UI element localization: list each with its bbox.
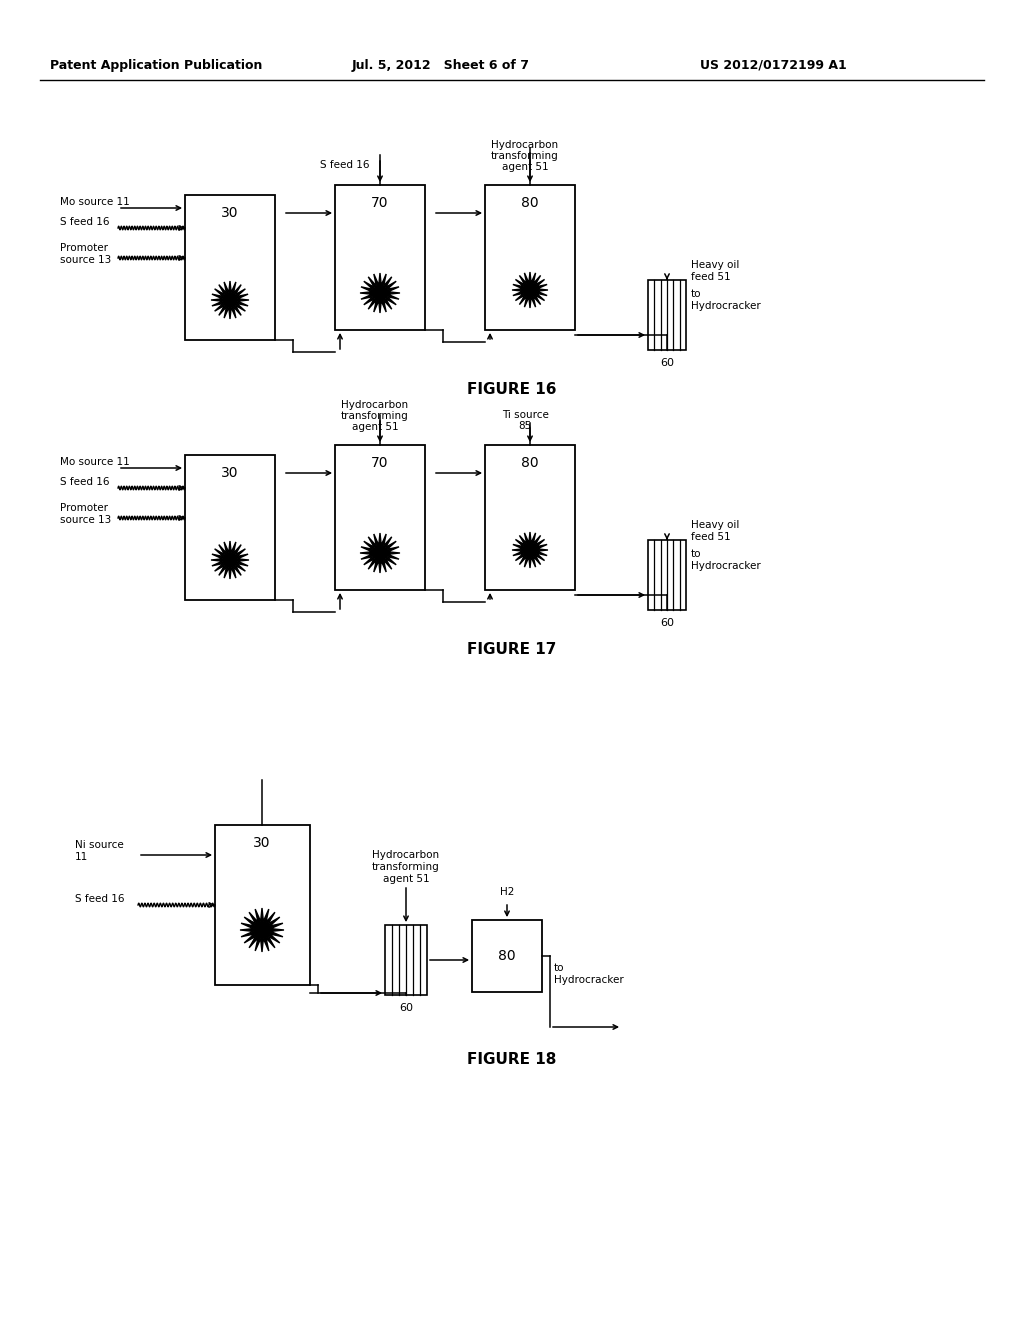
Polygon shape xyxy=(240,908,284,952)
Text: Jul. 5, 2012   Sheet 6 of 7: Jul. 5, 2012 Sheet 6 of 7 xyxy=(352,58,530,71)
Bar xyxy=(335,445,425,590)
Text: Patent Application Publication: Patent Application Publication xyxy=(50,58,262,71)
Text: 60: 60 xyxy=(660,618,674,628)
Polygon shape xyxy=(211,541,249,579)
Bar xyxy=(485,185,575,330)
Text: S feed 16: S feed 16 xyxy=(75,894,125,904)
Polygon shape xyxy=(512,532,548,568)
Text: Hydrocarbon: Hydrocarbon xyxy=(373,850,439,861)
Text: feed 51: feed 51 xyxy=(691,532,731,543)
Text: source 13: source 13 xyxy=(60,515,112,525)
Text: H2: H2 xyxy=(500,887,514,898)
Text: agent 51: agent 51 xyxy=(502,162,548,172)
Text: 80: 80 xyxy=(521,455,539,470)
Text: 60: 60 xyxy=(660,358,674,368)
Text: Heavy oil: Heavy oil xyxy=(691,260,739,271)
Text: 11: 11 xyxy=(75,851,88,862)
Text: Mo source 11: Mo source 11 xyxy=(60,197,130,207)
Text: to: to xyxy=(691,549,701,558)
Text: transforming: transforming xyxy=(492,150,559,161)
Bar xyxy=(385,925,427,995)
Text: transforming: transforming xyxy=(341,411,409,421)
Text: Mo source 11: Mo source 11 xyxy=(60,457,130,467)
Text: 80: 80 xyxy=(521,195,539,210)
Text: source 13: source 13 xyxy=(60,255,112,265)
Text: agent 51: agent 51 xyxy=(383,874,429,884)
Bar xyxy=(472,920,542,993)
Text: Ti source: Ti source xyxy=(502,411,549,420)
Text: 30: 30 xyxy=(221,206,239,220)
Text: S feed 16: S feed 16 xyxy=(321,160,370,170)
Text: 70: 70 xyxy=(372,195,389,210)
Polygon shape xyxy=(360,533,400,573)
Bar xyxy=(485,445,575,590)
Text: S feed 16: S feed 16 xyxy=(60,477,110,487)
Bar xyxy=(215,825,310,985)
Bar xyxy=(185,195,275,341)
Text: 85: 85 xyxy=(518,421,531,432)
Text: 80: 80 xyxy=(499,949,516,964)
Text: agent 51: agent 51 xyxy=(351,422,398,432)
Text: transforming: transforming xyxy=(372,862,440,873)
Text: FIGURE 16: FIGURE 16 xyxy=(467,383,557,397)
Text: S feed 16: S feed 16 xyxy=(60,216,110,227)
Bar xyxy=(185,455,275,601)
Text: Promoter: Promoter xyxy=(60,503,108,513)
Text: Hydrocarbon: Hydrocarbon xyxy=(341,400,409,411)
Text: to: to xyxy=(691,289,701,300)
Polygon shape xyxy=(360,273,400,313)
Text: 30: 30 xyxy=(221,466,239,480)
Text: FIGURE 17: FIGURE 17 xyxy=(467,643,557,657)
Polygon shape xyxy=(512,272,548,308)
Text: Hydrocracker: Hydrocracker xyxy=(554,975,624,985)
Bar xyxy=(648,280,686,350)
Text: Heavy oil: Heavy oil xyxy=(691,520,739,531)
Text: FIGURE 18: FIGURE 18 xyxy=(467,1052,557,1068)
Text: US 2012/0172199 A1: US 2012/0172199 A1 xyxy=(700,58,847,71)
Polygon shape xyxy=(211,281,249,319)
Text: Hydrocracker: Hydrocracker xyxy=(691,561,761,572)
Text: to: to xyxy=(554,964,564,973)
Bar xyxy=(648,540,686,610)
Text: Hydrocarbon: Hydrocarbon xyxy=(492,140,558,150)
Text: Promoter: Promoter xyxy=(60,243,108,253)
Text: 30: 30 xyxy=(253,836,270,850)
Text: 70: 70 xyxy=(372,455,389,470)
Bar xyxy=(335,185,425,330)
Text: Hydrocracker: Hydrocracker xyxy=(691,301,761,312)
Text: feed 51: feed 51 xyxy=(691,272,731,282)
Text: Ni source: Ni source xyxy=(75,840,124,850)
Text: 60: 60 xyxy=(399,1003,413,1012)
